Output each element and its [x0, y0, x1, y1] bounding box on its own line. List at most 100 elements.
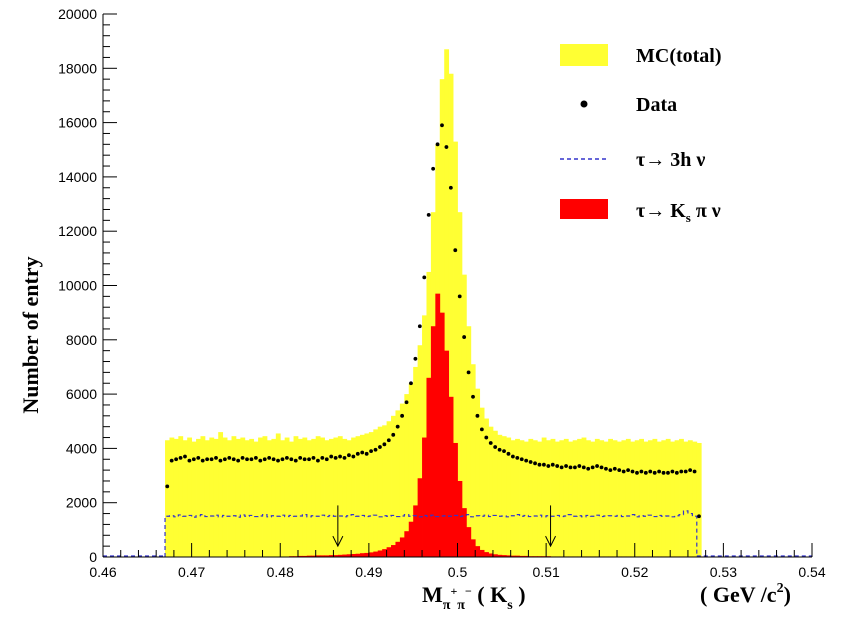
- x-axis-unit: ( GeV /c2): [700, 581, 791, 607]
- mc-total-bar-71: [479, 407, 485, 557]
- data-point-112: [661, 470, 666, 475]
- mc-total-bar-77: [506, 437, 512, 557]
- mc-total-bar-25: [275, 433, 281, 557]
- data-point-50: [386, 438, 391, 443]
- data-point-2: [174, 457, 179, 462]
- mc-total-bar-41: [346, 440, 352, 557]
- mc-total-bar-116: [679, 438, 684, 557]
- ks-signal-bar-80: [519, 555, 525, 557]
- data-point-56: [413, 356, 418, 361]
- mc-total-bar-111: [656, 441, 662, 557]
- x-label-sub-pi1: π: [443, 598, 451, 613]
- data-point-47: [373, 447, 378, 452]
- mc-total-bar-79: [515, 438, 520, 557]
- mc-total-bar-91: [568, 441, 574, 557]
- mc-total-bar-117: [683, 441, 689, 557]
- y-tick-label-6: 12000: [58, 223, 97, 239]
- data-point-68: [466, 370, 471, 375]
- ks-signal-bar-37: [328, 555, 334, 557]
- legend-swatch-mc-total: [560, 44, 608, 66]
- data-point-78: [510, 454, 515, 459]
- data-point-108: [643, 470, 648, 475]
- data-point-14: [227, 456, 232, 460]
- x-label-sub-pi2: π: [457, 598, 465, 613]
- mc-total-bar-82: [528, 438, 534, 557]
- mc-total-bar-28: [289, 441, 294, 557]
- mc-total-bar-48: [377, 426, 383, 557]
- mc-total-bar-94: [581, 437, 587, 557]
- mc-total-bar-4: [182, 440, 188, 557]
- mc-total-bar-23: [266, 440, 272, 557]
- data-point-69: [471, 394, 475, 399]
- ks-signal-bar-49: [382, 549, 387, 557]
- ks-signal-bar-50: [386, 547, 392, 557]
- data-point-66: [457, 294, 462, 299]
- ks-signal-bar-44: [360, 553, 365, 557]
- y-tick-label-1: 2000: [66, 495, 97, 511]
- mc-total-bar-42: [351, 437, 356, 557]
- data-point-46: [369, 449, 373, 454]
- mc-total-bar-112: [661, 440, 667, 557]
- x-tick-label-5: 0.51: [533, 564, 560, 580]
- mc-total-bar-69: [470, 364, 476, 557]
- mc-total-bar-18: [244, 440, 250, 557]
- data-point-72: [484, 435, 489, 440]
- ks-signal-bar-81: [523, 555, 529, 557]
- plot-lines: [103, 510, 812, 557]
- mc-total-bar-65: [453, 141, 458, 558]
- data-point-67: [462, 335, 467, 339]
- data-point-73: [488, 441, 493, 445]
- ks-signal-bar-73: [488, 553, 494, 557]
- legend-label-mc-total: MC(total): [636, 45, 722, 67]
- data-point-62: [440, 123, 444, 128]
- ks-signal-bar-47: [373, 551, 379, 557]
- mc-total-bar-5: [187, 437, 193, 557]
- mc-total-bar-73: [488, 426, 494, 557]
- ks-signal-bar-61: [435, 293, 441, 557]
- plot-markers: [165, 123, 701, 548]
- mc-total-bar-43: [355, 436, 361, 557]
- data-point-118: [688, 468, 693, 473]
- mc-total-bar-56: [413, 366, 419, 557]
- mc-total-bar-97: [594, 438, 600, 557]
- data-point-114: [670, 469, 675, 474]
- mc-total-bar-118: [687, 440, 693, 557]
- mc-total-bar-119: [692, 441, 698, 557]
- data-point-31: [302, 457, 307, 462]
- mc-total-bar-2: [173, 438, 179, 557]
- cut-arrow-head-1: [545, 535, 557, 548]
- ks-signal-bar-72: [484, 552, 489, 557]
- mc-total-bar-88: [554, 441, 560, 557]
- data-point-3: [178, 456, 183, 460]
- mc-total-bar-34: [315, 436, 321, 557]
- ks-signal-bar-74: [492, 554, 498, 557]
- data-point-81: [524, 458, 529, 463]
- mc-total-bar-1: [169, 437, 175, 557]
- data-point-106: [635, 470, 639, 475]
- ks-signal-bar-79: [515, 555, 520, 557]
- x-tick-label-0: 0.46: [89, 564, 116, 580]
- ks-signal-bar-77: [506, 555, 512, 557]
- mc-total-bar-78: [510, 440, 516, 557]
- y-tick-label-0: 0: [89, 549, 97, 565]
- data-point-18: [245, 457, 249, 462]
- data-point-85: [542, 462, 546, 467]
- mc-total-bar-87: [550, 438, 556, 557]
- legend-swatch-ks: [560, 199, 608, 219]
- mc-total-bar-104: [625, 438, 631, 557]
- y-tick-label-4: 8000: [66, 332, 97, 348]
- y-tick-label-9: 18000: [58, 60, 97, 76]
- data-point-40: [342, 456, 347, 460]
- mc-total-bar-106: [634, 440, 640, 557]
- data-point-87: [550, 462, 555, 467]
- mc-total-bar-22: [262, 436, 268, 557]
- data-point-89: [559, 465, 564, 470]
- ks-signal-bar-71: [479, 549, 485, 557]
- data-point-8: [200, 458, 205, 463]
- mc-total-bar-57: [417, 345, 423, 557]
- ks-signal-bar-54: [404, 531, 410, 557]
- mc-total-bar-16: [235, 438, 241, 557]
- mc-total-bar-52: [395, 410, 401, 557]
- data-point-91: [568, 465, 573, 470]
- mc-total-bar-83: [532, 440, 538, 557]
